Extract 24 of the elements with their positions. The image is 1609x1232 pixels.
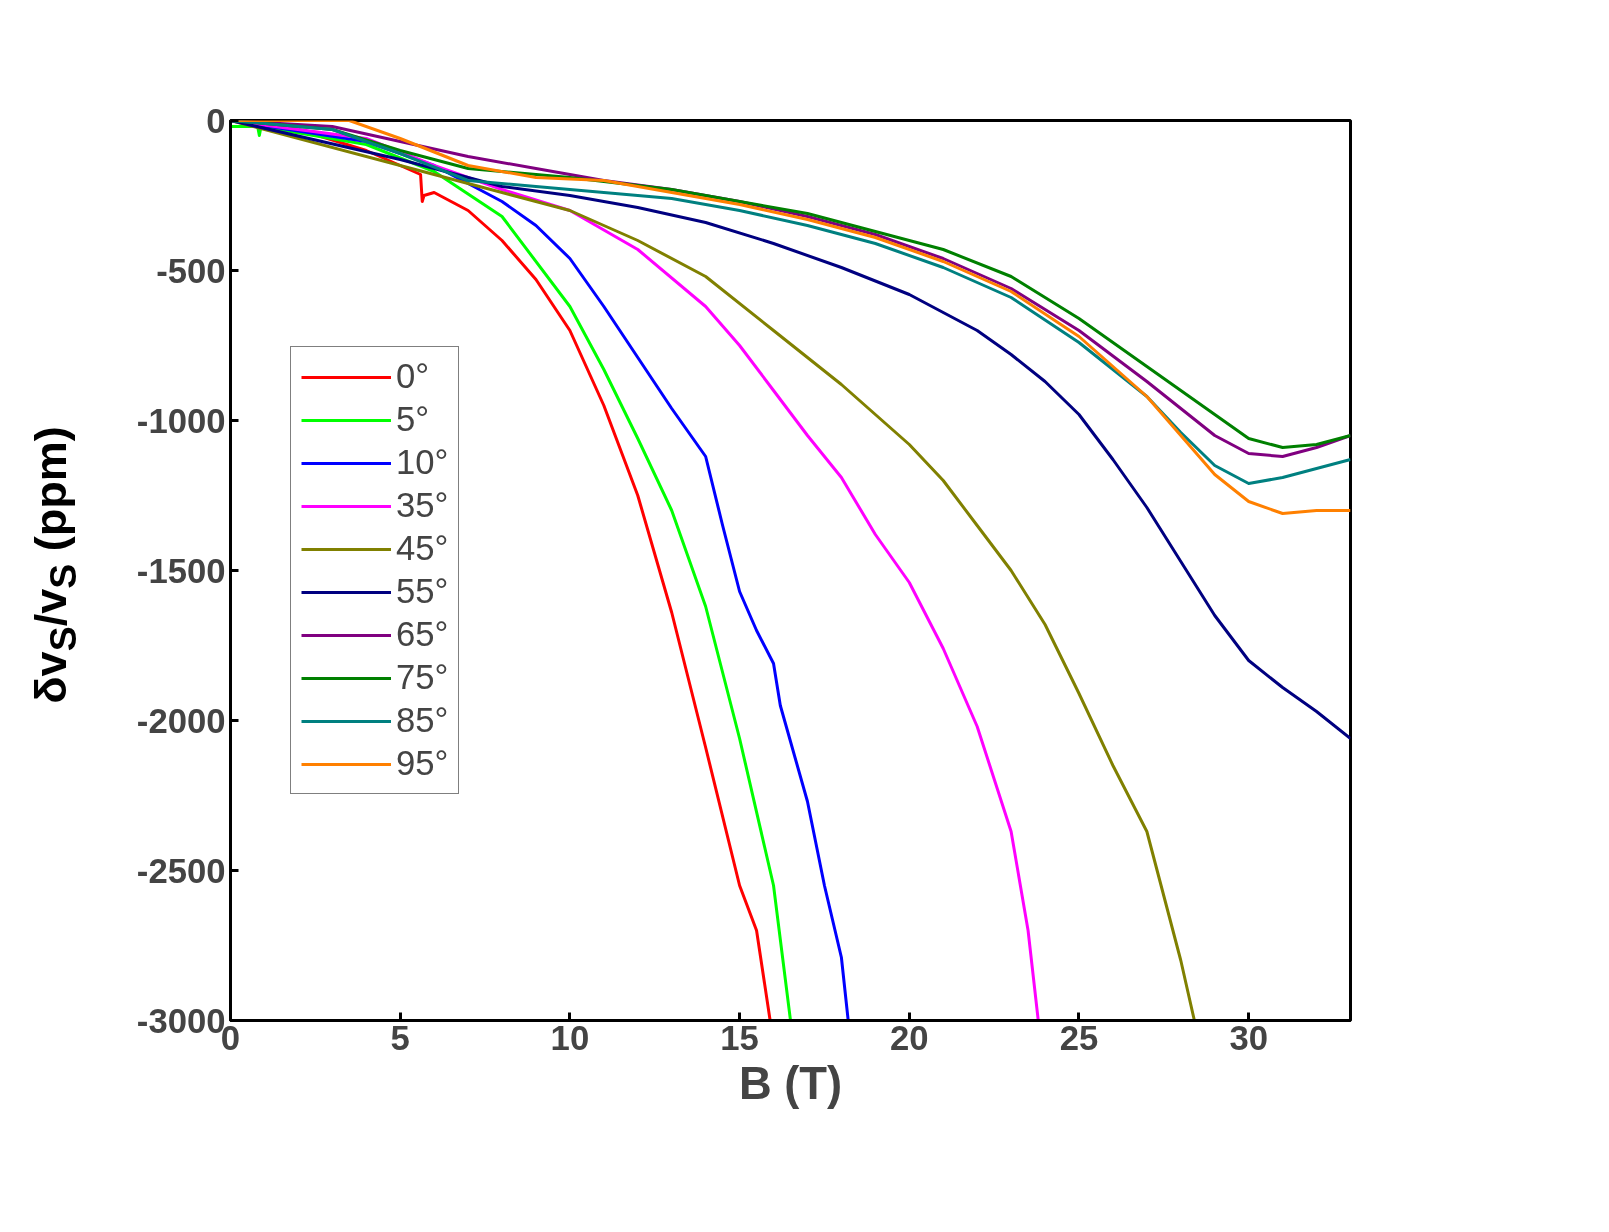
y-tick-label: -2000 xyxy=(136,701,226,740)
legend-label: 55° xyxy=(396,572,449,611)
legend-label: 5° xyxy=(396,400,430,439)
legend-label: 45° xyxy=(396,529,449,568)
legend-label: 75° xyxy=(396,658,449,697)
legend-label: 95° xyxy=(396,744,449,783)
y-tick-label: -1000 xyxy=(136,401,226,440)
x-tick-label: 20 xyxy=(890,1018,929,1057)
legend-label: 65° xyxy=(396,615,449,654)
legend-label: 35° xyxy=(396,486,449,525)
legend-label: 85° xyxy=(396,701,449,740)
legend-label: 0° xyxy=(396,357,430,396)
y-tick-label: 0 xyxy=(206,101,226,140)
x-tick-label: 5 xyxy=(390,1018,410,1057)
x-tick-label: 10 xyxy=(550,1018,590,1057)
line-series xyxy=(230,120,1351,740)
y-tick-label: -500 xyxy=(156,251,226,290)
x-tick-label: 25 xyxy=(1059,1018,1099,1057)
x-tick-label: 15 xyxy=(720,1018,759,1057)
y-tick-label: -1500 xyxy=(136,551,226,590)
legend-label: 10° xyxy=(396,443,449,482)
y-tick-label: -2500 xyxy=(136,851,226,890)
x-tick-label: 30 xyxy=(1229,1018,1268,1057)
x-axis-title: B (T) xyxy=(738,1057,843,1109)
